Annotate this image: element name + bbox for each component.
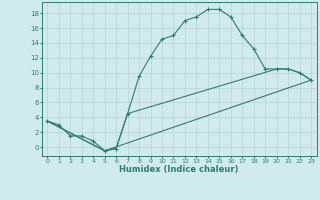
X-axis label: Humidex (Indice chaleur): Humidex (Indice chaleur) — [119, 165, 239, 174]
